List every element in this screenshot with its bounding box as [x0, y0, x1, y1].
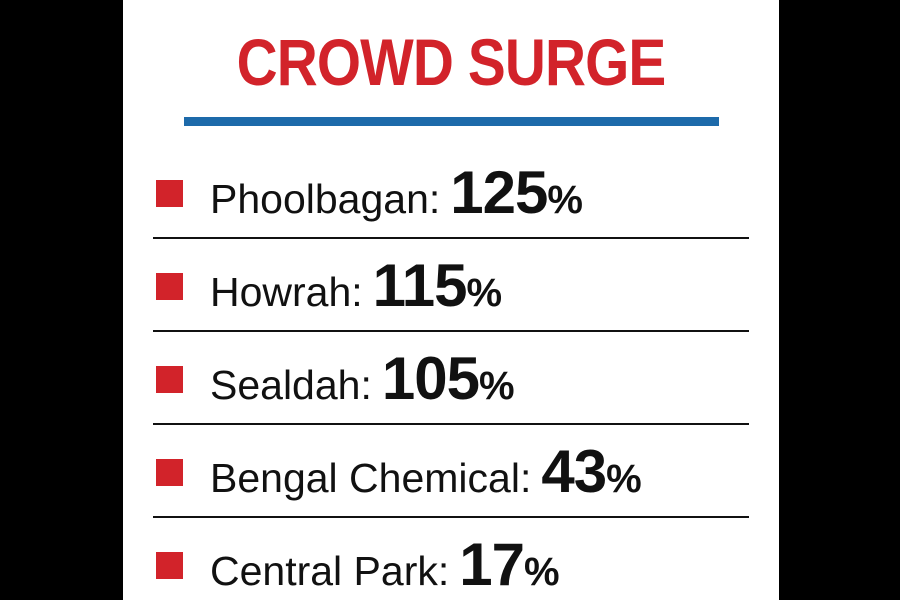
percent-sign: % — [606, 457, 642, 501]
page-title: CROWD SURGE — [236, 25, 667, 99]
percent-sign: % — [524, 550, 560, 594]
station-name: Sealdah: — [210, 362, 372, 408]
station-name: Central Park: — [210, 548, 450, 594]
station-name: Bengal Chemical: — [210, 455, 532, 501]
surge-value: 115 — [372, 252, 468, 319]
square-bullet-icon — [156, 273, 183, 300]
title-underline — [184, 117, 719, 126]
square-bullet-icon — [156, 459, 183, 486]
percent-sign: % — [466, 271, 503, 315]
list-item: Central Park: 17% — [153, 518, 749, 600]
list-item: Bengal Chemical: 43% — [153, 425, 749, 518]
surge-value: 43 — [541, 438, 607, 505]
station-name: Howrah: — [210, 269, 363, 315]
square-bullet-icon — [156, 180, 183, 207]
surge-value: 17 — [459, 531, 525, 598]
station-name: Phoolbagan: — [210, 176, 441, 222]
square-bullet-icon — [156, 366, 183, 393]
infographic-panel: CROWD SURGE Phoolbagan: 125% Howrah: 115% … — [123, 0, 779, 600]
surge-value: 105 — [381, 345, 480, 412]
station-list: Phoolbagan: 125% Howrah: 115% Sealdah: 105%… — [153, 146, 749, 600]
percent-sign: % — [547, 178, 583, 222]
list-item: Howrah: 115% — [153, 239, 749, 332]
surge-value: 125 — [450, 159, 548, 226]
list-item: Phoolbagan: 125% — [153, 146, 749, 239]
square-bullet-icon — [156, 552, 183, 579]
percent-sign: % — [478, 364, 515, 408]
list-item: Sealdah: 105% — [153, 332, 749, 425]
